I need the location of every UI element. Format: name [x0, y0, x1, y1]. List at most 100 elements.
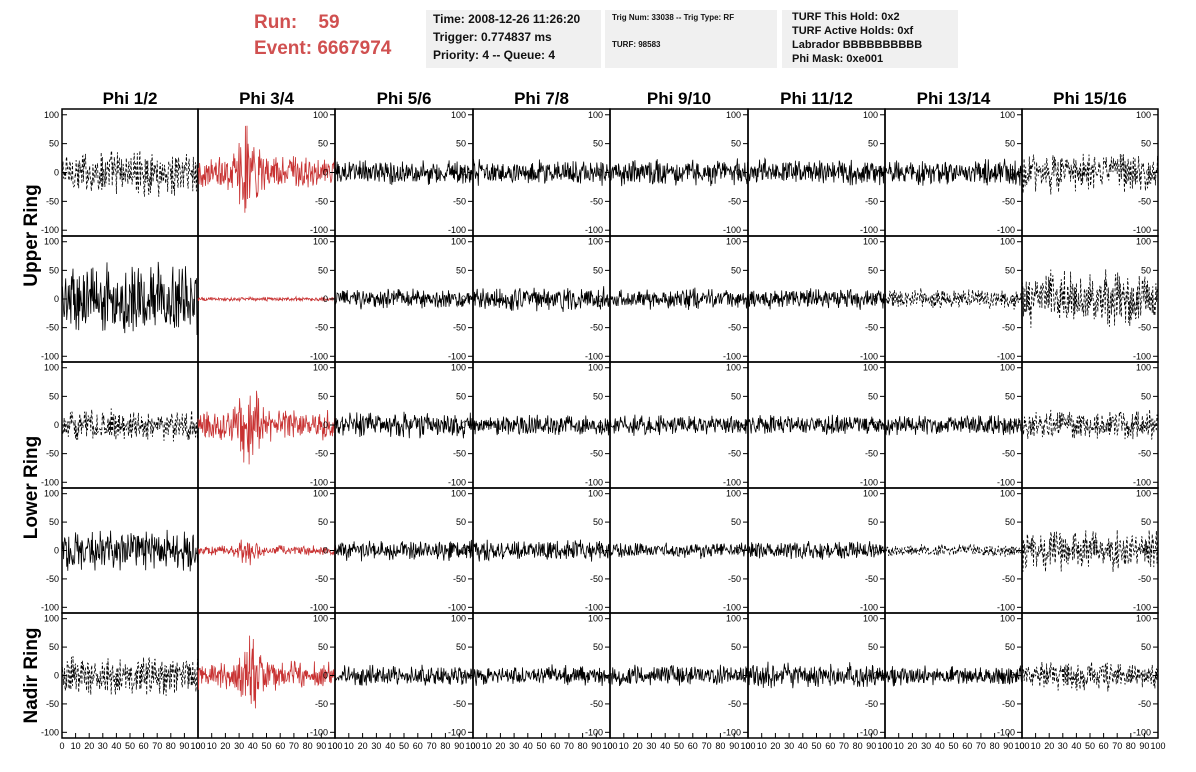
y-tick-label: 50 — [456, 391, 466, 401]
y-tick-label: 0 — [1010, 294, 1015, 304]
waveform-trace — [747, 540, 886, 560]
x-tick-label: 10 — [482, 741, 492, 751]
y-tick-label: 0 — [461, 546, 466, 556]
y-tick-label: 100 — [726, 237, 741, 247]
y-tick-label: 0 — [54, 546, 59, 556]
x-tick-label: 60 — [413, 741, 423, 751]
y-tick-label: 50 — [456, 517, 466, 527]
event-label: Event: — [254, 38, 313, 59]
waveform-trace — [884, 543, 1023, 557]
waveform-trace — [197, 125, 336, 213]
x-tick-label: 40 — [248, 741, 258, 751]
y-tick-label: 0 — [54, 671, 59, 681]
run-event-header: Run: 59 Event: 6667974 — [254, 10, 391, 62]
y-tick-label: 50 — [868, 642, 878, 652]
x-tick-label: 10 — [207, 741, 217, 751]
x-tick-label: 90 — [179, 741, 189, 751]
y-tick-label: 50 — [49, 391, 59, 401]
y-tick-label: 100 — [588, 614, 603, 624]
x-tick-label: 90 — [1139, 741, 1149, 751]
x-tick-label: 50 — [811, 741, 821, 751]
y-tick-label: 0 — [1010, 420, 1015, 430]
waveform-trace — [884, 158, 1023, 186]
x-tick-label: 20 — [1044, 741, 1054, 751]
y-tick-label: 0 — [873, 294, 878, 304]
y-tick-label: 50 — [593, 139, 603, 149]
waveform-trace — [747, 288, 886, 310]
run-value: 59 — [318, 12, 340, 33]
x-tick-label: 0 — [882, 741, 887, 751]
x-tick-label: 60 — [825, 741, 835, 751]
x-tick-label: 50 — [125, 741, 135, 751]
x-tick-label: 100 — [1150, 741, 1165, 751]
y-tick-label: 100 — [44, 614, 59, 624]
trigger-info-box: Trig Num: 33038 -- Trig Type: RF TURF: 9… — [605, 10, 777, 68]
y-tick-label: 50 — [49, 265, 59, 275]
y-tick-label: 100 — [726, 363, 741, 373]
y-tick-label: -100 — [310, 602, 328, 612]
x-tick-label: 70 — [1112, 741, 1122, 751]
y-tick-label: 50 — [593, 642, 603, 652]
waveform-trace — [1021, 409, 1159, 440]
y-tick-label: -50 — [590, 449, 603, 459]
y-tick-label: 50 — [731, 265, 741, 275]
y-tick-label: 0 — [598, 294, 603, 304]
x-tick-label: 100 — [1014, 741, 1029, 751]
x-tick-label: 70 — [564, 741, 574, 751]
y-tick-label: 50 — [731, 139, 741, 149]
y-tick-label: 100 — [1000, 363, 1015, 373]
waveform-trace — [609, 664, 749, 687]
waveform-panel: -100 -50 0 50 100 — [609, 108, 749, 237]
x-tick-label: 90 — [1003, 741, 1013, 751]
x-tick-label: 80 — [578, 741, 588, 751]
y-tick-label: -100 — [997, 351, 1015, 361]
waveform-panel: -100 -50 0 50 100 — [884, 235, 1023, 363]
waveform-trace — [61, 261, 199, 336]
waveform-panel: -100 -50 0 50 100 — [197, 361, 336, 489]
y-tick-label: -100 — [41, 602, 59, 612]
y-tick-label: -50 — [1002, 699, 1015, 709]
y-tick-label: -100 — [1133, 351, 1151, 361]
y-tick-label: -50 — [315, 323, 328, 333]
waveform-trace — [884, 415, 1023, 436]
waveform-trace — [472, 286, 611, 312]
x-tick-label: 0 — [470, 741, 475, 751]
y-tick-label: 0 — [736, 168, 741, 178]
y-tick-label: 100 — [863, 110, 878, 120]
x-tick-label: 30 — [646, 741, 656, 751]
x-tick-label: 80 — [853, 741, 863, 751]
x-tick-label: 100 — [740, 741, 755, 751]
x-tick-label: 20 — [907, 741, 917, 751]
y-tick-label: 100 — [1000, 110, 1015, 120]
turf-number: TURF: 98583 — [612, 40, 661, 49]
x-tick-label: 0 — [607, 741, 612, 751]
waveform-trace — [884, 665, 1023, 687]
waveform-trace — [747, 157, 886, 186]
y-tick-label: 0 — [461, 420, 466, 430]
y-tick-label: -50 — [1002, 449, 1015, 459]
x-tick-label: 60 — [1099, 741, 1109, 751]
x-tick-label: 50 — [948, 741, 958, 751]
x-tick-label: 80 — [715, 741, 725, 751]
y-tick-label: -50 — [1138, 699, 1151, 709]
waveform-trace — [61, 529, 199, 572]
y-tick-label: 50 — [318, 139, 328, 149]
y-tick-label: 0 — [1146, 168, 1151, 178]
y-tick-label: 100 — [588, 110, 603, 120]
y-tick-label: -100 — [723, 727, 741, 737]
waveform-trace — [1021, 153, 1159, 195]
y-tick-label: 100 — [313, 614, 328, 624]
column-label: Phi 7/8 — [514, 89, 569, 108]
x-tick-label: 10 — [344, 741, 354, 751]
y-tick-label: 50 — [49, 517, 59, 527]
y-tick-label: 0 — [1146, 671, 1151, 681]
waveform-panel: -100 -50 0 50 100 — [747, 487, 886, 614]
waveform-panel: -100 -50 0 50 100 — [884, 361, 1023, 489]
y-tick-label: 0 — [736, 671, 741, 681]
y-tick-label: -50 — [46, 699, 59, 709]
x-tick-label: 90 — [454, 741, 464, 751]
x-tick-label: 10 — [619, 741, 629, 751]
